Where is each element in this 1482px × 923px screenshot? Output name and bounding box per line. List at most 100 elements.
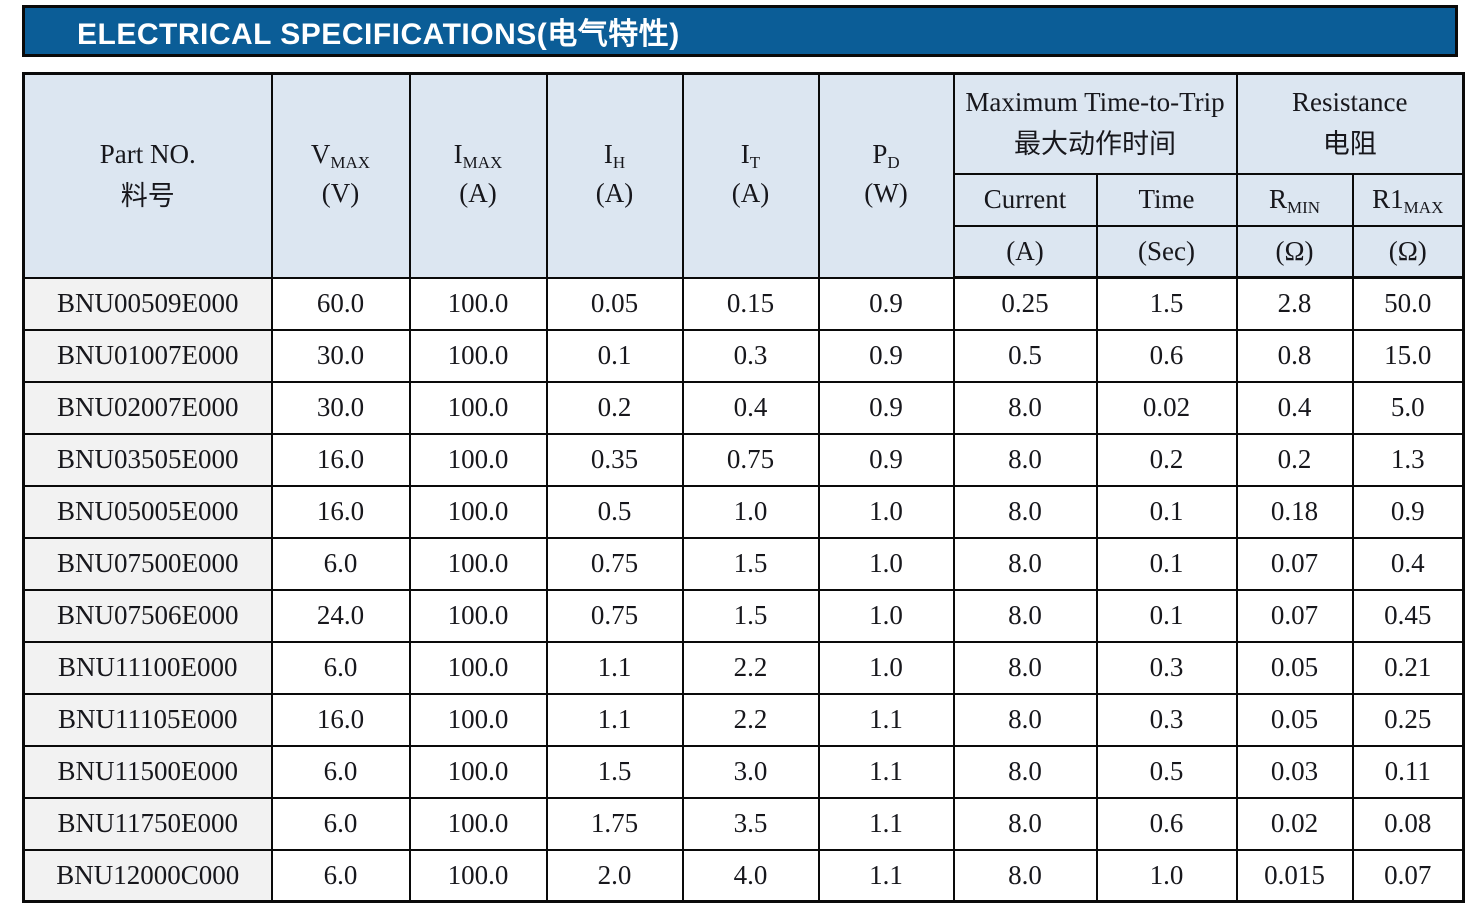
- table-row: BNU11105E000 16.0 100.0 1.1 2.2 1.1 8.0 0.3 0.05…: [22, 692, 1465, 747]
- part-no-cell: BNU02007E000: [22, 380, 273, 435]
- value-cell: 1.5: [681, 588, 820, 643]
- value-cell: 0.9: [817, 328, 955, 383]
- value-cell: 0.5: [1095, 744, 1238, 799]
- table-header: Part NO. 料号 VMAX (V) IMAX (A) IH (A) IT: [22, 72, 1465, 279]
- col-header-r1max: R1MAX: [1351, 172, 1465, 227]
- table-row: BNU01007E000 30.0 100.0 0.1 0.3 0.9 0.5 0.6 0.8 1…: [22, 328, 1465, 383]
- col-symbol: I: [603, 138, 613, 169]
- col-header-trip-current: Current: [952, 172, 1098, 227]
- value-cell: 1.3: [1351, 432, 1465, 487]
- col-symbol: P: [872, 138, 888, 169]
- col-symbol: I: [740, 138, 750, 169]
- section-title-en: ELECTRICAL SPECIFICATIONS: [77, 18, 537, 51]
- value-cell: 16.0: [270, 692, 411, 747]
- section-title-text: ELECTRICAL SPECIFICATIONS(电气特性): [77, 9, 680, 53]
- value-cell: 0.15: [681, 276, 820, 331]
- value-cell: 0.02: [1095, 380, 1238, 435]
- value-cell: 24.0: [270, 588, 411, 643]
- value-cell: 100.0: [408, 848, 548, 903]
- value-cell: 3.0: [681, 744, 820, 799]
- header-row-units: (A) (Sec) (Ω) (Ω): [24, 224, 1465, 279]
- table-row: BNU07506E000 24.0 100.0 0.75 1.5 1.0 8.0 0.1 0.0…: [22, 588, 1465, 643]
- table-body: BNU00509E000 60.0 100.0 0.05 0.15 0.9 0.25 1.5 2…: [22, 276, 1465, 903]
- part-no-cell: BNU01007E000: [22, 328, 273, 383]
- value-cell: 1.5: [545, 744, 684, 799]
- value-cell: 0.35: [545, 432, 684, 487]
- value-cell: 100.0: [408, 796, 548, 851]
- col-symbol-sub: MAX: [330, 152, 371, 172]
- section-title-bar: ELECTRICAL SPECIFICATIONS(电气特性): [22, 5, 1458, 57]
- part-no-cell: BNU07506E000: [22, 588, 273, 643]
- value-cell: 0.07: [1235, 536, 1354, 591]
- unit-trip-time: (Sec): [1095, 224, 1238, 279]
- value-cell: 30.0: [270, 328, 411, 383]
- value-cell: 0.6: [1095, 796, 1238, 851]
- value-cell: 8.0: [952, 796, 1098, 851]
- value-cell: 100.0: [408, 432, 548, 487]
- value-cell: 2.0: [545, 848, 684, 903]
- table-row: BNU11500E000 6.0 100.0 1.5 3.0 1.1 8.0 0.5 0.03 0…: [22, 744, 1465, 799]
- col-header-imax: IMAX (A): [408, 72, 548, 279]
- section-title-cn: (电气特性): [536, 18, 680, 51]
- value-cell: 100.0: [408, 640, 548, 695]
- value-cell: 1.0: [817, 536, 955, 591]
- value-cell: 0.1: [545, 328, 684, 383]
- value-cell: 100.0: [408, 744, 548, 799]
- value-cell: 1.0: [1095, 848, 1238, 903]
- table-row: BNU05005E000 16.0 100.0 0.5 1.0 1.0 8.0 0.1 0.18…: [22, 484, 1465, 539]
- value-cell: 0.1: [1095, 588, 1238, 643]
- value-cell: 1.0: [817, 640, 955, 695]
- value-cell: 0.4: [1235, 380, 1354, 435]
- group-header-time-to-trip-cn: 最大动作时间: [1014, 128, 1176, 159]
- value-cell: 0.9: [817, 380, 955, 435]
- value-cell: 2.8: [1235, 276, 1354, 331]
- value-cell: 1.1: [817, 692, 955, 747]
- value-cell: 0.05: [1235, 692, 1354, 747]
- col-symbol-sub: MAX: [462, 152, 503, 172]
- value-cell: 0.03: [1235, 744, 1354, 799]
- col-symbol-sub: T: [749, 152, 761, 172]
- value-cell: 0.11: [1351, 744, 1465, 799]
- value-cell: 1.1: [817, 848, 955, 903]
- value-cell: 0.4: [1351, 536, 1465, 591]
- value-cell: 1.1: [817, 744, 955, 799]
- value-cell: 100.0: [408, 328, 548, 383]
- value-cell: 8.0: [952, 432, 1098, 487]
- table-row: BNU00509E000 60.0 100.0 0.05 0.15 0.9 0.25 1.5 2…: [22, 276, 1465, 331]
- col-header-rmin: RMIN: [1235, 172, 1354, 227]
- col-unit: (A): [595, 177, 634, 208]
- col-unit: (A): [731, 177, 770, 208]
- col-header-trip-time: Time: [1095, 172, 1238, 227]
- part-no-cell: BNU11750E000: [22, 796, 273, 851]
- table-row: BNU11750E000 6.0 100.0 1.75 3.5 1.1 8.0 0.6 0.02…: [22, 796, 1465, 851]
- value-cell: 8.0: [952, 848, 1098, 903]
- value-cell: 8.0: [952, 484, 1098, 539]
- value-cell: 100.0: [408, 380, 548, 435]
- col-unit: (V): [321, 177, 360, 208]
- col-symbol: V: [310, 138, 331, 169]
- col-header-part-no-cn: 料号: [120, 180, 175, 211]
- value-cell: 0.2: [1235, 432, 1354, 487]
- col-header-pd: PD (W): [817, 72, 955, 279]
- col-unit: (W): [864, 177, 908, 208]
- value-cell: 0.3: [1095, 640, 1238, 695]
- value-cell: 1.5: [681, 536, 820, 591]
- value-cell: 0.05: [545, 276, 684, 331]
- value-cell: 0.75: [545, 588, 684, 643]
- value-cell: 0.08: [1351, 796, 1465, 851]
- value-cell: 4.0: [681, 848, 820, 903]
- table-row: BNU11100E000 6.0 100.0 1.1 2.2 1.0 8.0 0.3 0.05 0…: [22, 640, 1465, 695]
- value-cell: 1.0: [817, 588, 955, 643]
- value-cell: 6.0: [270, 796, 411, 851]
- col-symbol: I: [453, 138, 463, 169]
- value-cell: 2.2: [681, 692, 820, 747]
- group-header-resistance: Resistance 电阻: [1235, 72, 1465, 175]
- value-cell: 0.2: [545, 380, 684, 435]
- value-cell: 0.3: [681, 328, 820, 383]
- value-cell: 8.0: [952, 380, 1098, 435]
- value-cell: 0.6: [1095, 328, 1238, 383]
- value-cell: 50.0: [1351, 276, 1465, 331]
- value-cell: 6.0: [270, 640, 411, 695]
- value-cell: 0.07: [1351, 848, 1465, 903]
